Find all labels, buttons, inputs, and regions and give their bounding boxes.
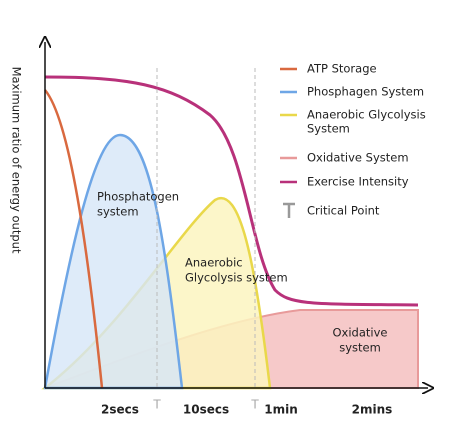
legend-label: Exercise Intensity (307, 175, 409, 189)
area-label: Glycolysis system (185, 271, 288, 285)
area-label: Oxidative (333, 326, 388, 340)
atp-curve (44, 89, 104, 389)
x-tick-label: 2secs (101, 403, 139, 417)
legend-label: Critical Point (307, 204, 380, 218)
intensity-curve (44, 75, 419, 307)
area-label: system (97, 205, 139, 219)
x-tick-label: 1min (264, 403, 298, 417)
legend-critical-symbol (283, 202, 295, 218)
x-tick-label: 2mins (352, 403, 393, 417)
area-label: Phosphatogen (97, 190, 179, 204)
area-label: Anaerobic (185, 256, 243, 270)
legend-label: Oxidative System (307, 151, 409, 165)
critical-marker: T (250, 398, 259, 412)
legend-label: Phosphagen System (307, 85, 424, 99)
text-layer: ATP Storage Phosphagen System Anaerobic Gl… (97, 62, 426, 355)
critical-marker: T (152, 398, 161, 412)
legend-label: Anaerobic Glycolysis (307, 108, 426, 122)
y-axis-label: Maximum ratio of energy output (10, 67, 24, 254)
phosphagen-area (43, 133, 184, 390)
legend-label: System (307, 122, 350, 136)
area-label: system (339, 341, 381, 355)
x-tick-label: 10secs (183, 403, 229, 417)
legend-label: ATP Storage (307, 62, 377, 76)
